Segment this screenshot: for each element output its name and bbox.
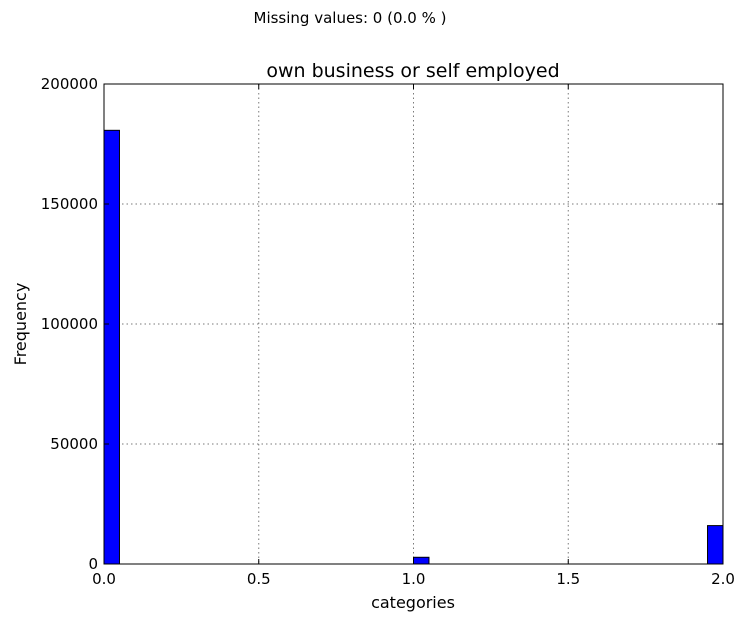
y-tick-label: 100000 (41, 315, 98, 333)
grid-lines (104, 84, 723, 564)
y-tick-label: 50000 (50, 435, 98, 453)
x-tick-label: 1.0 (402, 570, 426, 588)
y-tick-label: 200000 (41, 75, 98, 93)
x-tick-label: 0.5 (247, 570, 271, 588)
x-tick-label: 0.0 (92, 570, 116, 588)
histogram-bar (103, 129, 120, 565)
y-tick-label: 0 (88, 555, 98, 573)
x-tick-label: 2.0 (711, 570, 735, 588)
missing-values-note: Missing values: 0 (0.0 % ) (254, 9, 447, 27)
y-tick-label: 150000 (41, 195, 98, 213)
axis-ticks: 0.0 0.5 1.0 1.5 2.0 0 50000 100000 150000 200000 (41, 75, 735, 588)
x-tick-label: 1.5 (556, 570, 580, 588)
histogram-bar (707, 525, 724, 565)
histogram-bar (413, 556, 430, 565)
chart-title: own business or self employed (266, 60, 559, 82)
histogram-bars (103, 129, 724, 565)
x-axis-label: categories (371, 593, 455, 612)
y-axis-label: Frequency (11, 283, 30, 366)
